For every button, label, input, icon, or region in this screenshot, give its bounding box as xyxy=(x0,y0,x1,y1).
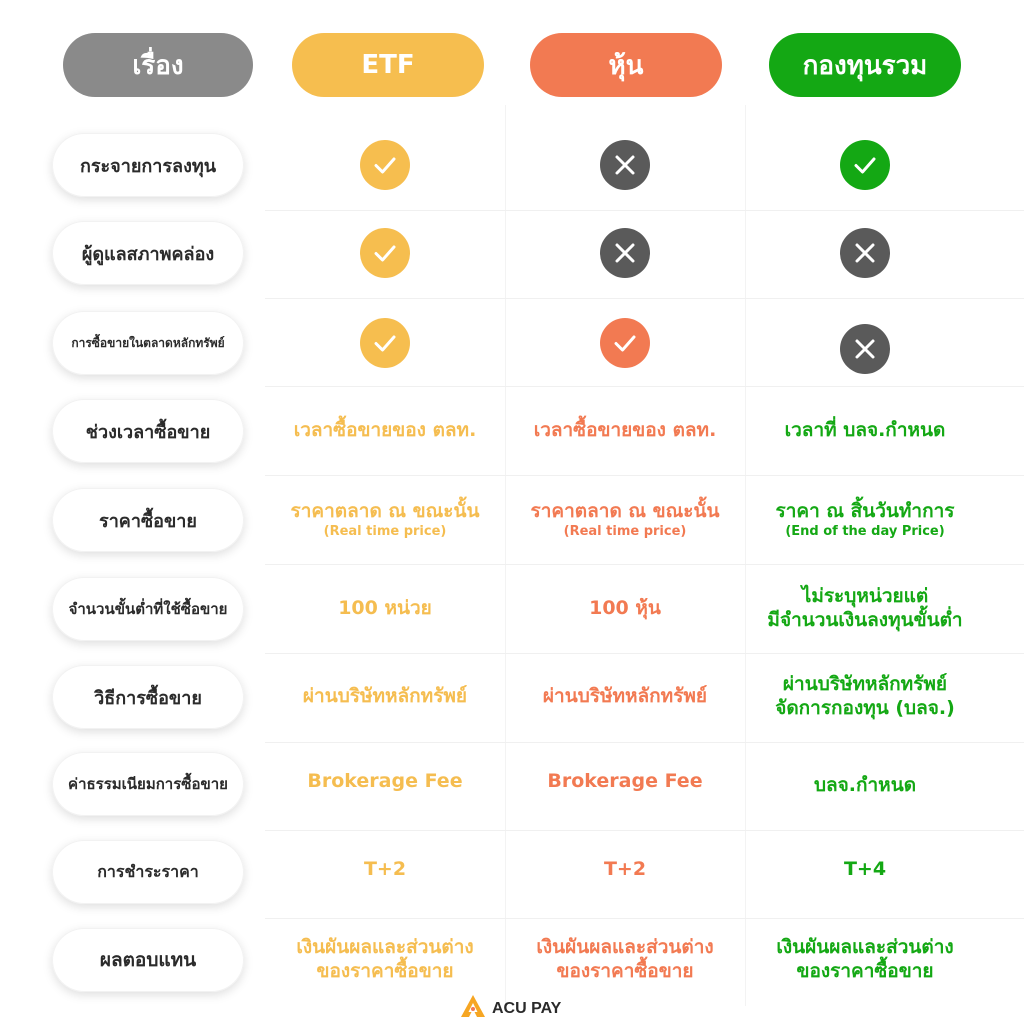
fund-exchange-cell xyxy=(745,317,985,381)
stock-returns-cell: เงินผันผลและส่วนต่าง ของราคาซื้อขาย xyxy=(505,928,745,992)
cross-icon xyxy=(840,228,890,278)
check-icon xyxy=(840,140,890,190)
header-topic: เรื่อง xyxy=(63,33,253,97)
cross-icon xyxy=(840,324,890,374)
row-label-trading-hours: ช่วงเวลาซื้อขาย xyxy=(52,399,244,463)
etf-method-text: ผ่านบริษัทหลักทรัพย์ xyxy=(302,685,468,708)
row-label-diversification: กระจายการลงทุน xyxy=(52,133,244,197)
stock-price-cell: ราคาตลาด ณ ขณะนั้น (Real time price) xyxy=(505,488,745,552)
stock-liquidity-cell xyxy=(505,221,745,285)
column-divider xyxy=(745,105,746,1006)
row-label-settlement: การชำระราคา xyxy=(52,840,244,904)
fund-settlement-text: T+4 xyxy=(843,858,887,881)
fund-diversification-cell xyxy=(745,133,985,197)
stock-method-text: ผ่านบริษัทหลักทรัพย์ xyxy=(542,685,708,708)
row-label-trading-price: ราคาซื้อขาย xyxy=(52,488,244,552)
row-label-returns: ผลตอบแทน xyxy=(52,928,244,992)
etf-price-text: ราคาตลาด ณ ขณะนั้น xyxy=(290,499,480,522)
fund-price-cell: ราคา ณ สิ้นวันทำการ (End of the day Pric… xyxy=(745,488,985,552)
row-divider xyxy=(265,918,1024,919)
etf-method-cell: ผ่านบริษัทหลักทรัพย์ xyxy=(265,665,505,729)
etf-minimum-text: 100 หน่วย xyxy=(338,597,432,620)
header-etf: ETF xyxy=(292,33,484,97)
row-divider xyxy=(265,564,1024,565)
fund-trading-hours-text: เวลาที่ บลจ.กำหนด xyxy=(784,419,946,442)
etf-minimum-cell: 100 หน่วย xyxy=(265,577,505,641)
fund-minimum-text-line2: มีจำนวนเงินลงทุนขั้นต่ำ xyxy=(767,609,963,631)
stock-fee-text: Brokerage Fee xyxy=(547,770,703,793)
row-divider xyxy=(265,742,1024,743)
header-stock: หุ้น xyxy=(530,33,722,97)
fund-trading-hours-cell: เวลาที่ บลจ.กำหนด xyxy=(745,399,985,463)
fund-returns-text-line2: ของราคาซื้อขาย xyxy=(796,960,934,982)
stock-settlement-cell: T+2 xyxy=(505,838,745,902)
stock-trading-hours-text: เวลาซื้อขายของ ตลท. xyxy=(533,419,717,442)
check-icon xyxy=(360,228,410,278)
row-divider xyxy=(265,386,1024,387)
stock-method-cell: ผ่านบริษัทหลักทรัพย์ xyxy=(505,665,745,729)
etf-returns-cell: เงินผันผลและส่วนต่าง ของราคาซื้อขาย xyxy=(265,928,505,992)
stock-trading-hours-cell: เวลาซื้อขายของ ตลท. xyxy=(505,399,745,463)
row-label-exchange-trading: การซื้อขายในตลาดหลักทรัพย์ xyxy=(52,311,244,375)
fund-method-text-line1: ผ่านบริษัทหลักทรัพย์ xyxy=(782,673,948,696)
stock-price-subtext: (Real time price) xyxy=(563,524,687,540)
fund-returns-text-line1: เงินผันผลและส่วนต่าง xyxy=(776,936,954,959)
row-divider xyxy=(265,830,1024,831)
stock-minimum-text: 100 หุ้น xyxy=(589,597,661,620)
stock-returns-text-line2: ของราคาซื้อขาย xyxy=(556,960,694,982)
etf-trading-hours-cell: เวลาซื้อขายของ ตลท. xyxy=(265,399,505,463)
fund-price-text: ราคา ณ สิ้นวันทำการ xyxy=(775,499,955,522)
check-icon xyxy=(360,318,410,368)
fund-method-cell: ผ่านบริษัทหลักทรัพย์ จัดการกองทุน (บลจ.) xyxy=(745,665,985,729)
etf-price-subtext: (Real time price) xyxy=(323,524,447,540)
check-icon xyxy=(360,140,410,190)
fund-fee-cell: บลจ.กำหนด xyxy=(745,754,985,818)
stock-minimum-cell: 100 หุ้น xyxy=(505,577,745,641)
fund-minimum-text-line1: ไม่ระบุหน่วยแต่ xyxy=(801,585,929,608)
etf-trading-hours-text: เวลาซื้อขายของ ตลท. xyxy=(293,419,477,442)
row-divider xyxy=(265,653,1024,654)
row-divider xyxy=(265,298,1024,299)
fund-method-text-line2: จัดการกองทุน (บลจ.) xyxy=(775,697,955,719)
acu-pay-logo-icon xyxy=(460,994,486,1023)
etf-returns-text-line2: ของราคาซื้อขาย xyxy=(316,960,454,982)
etf-price-cell: ราคาตลาด ณ ขณะนั้น (Real time price) xyxy=(265,488,505,552)
brand-name: ACU PAY xyxy=(492,999,562,1017)
row-label-trading-fee: ค่าธรรมเนียมการซื้อขาย xyxy=(52,752,244,816)
row-label-liquidity-provider: ผู้ดูแลสภาพคล่อง xyxy=(52,221,244,285)
etf-liquidity-cell xyxy=(265,221,505,285)
row-label-trading-method: วิธีการซื้อขาย xyxy=(52,665,244,729)
etf-fee-text: Brokerage Fee xyxy=(307,770,463,793)
cross-icon xyxy=(600,140,650,190)
stock-settlement-text: T+2 xyxy=(603,858,647,881)
stock-returns-text-line1: เงินผันผลและส่วนต่าง xyxy=(536,936,714,959)
fund-liquidity-cell xyxy=(745,221,985,285)
row-label-minimum-amount: จำนวนขั้นต่ำที่ใช้ซื้อขาย xyxy=(52,577,244,641)
fund-price-subtext: (End of the day Price) xyxy=(785,524,945,540)
fund-settlement-cell: T+4 xyxy=(745,838,985,902)
etf-settlement-cell: T+2 xyxy=(265,838,505,902)
etf-returns-text-line1: เงินผันผลและส่วนต่าง xyxy=(296,936,474,959)
row-divider xyxy=(265,475,1024,476)
fund-minimum-cell: ไม่ระบุหน่วยแต่ มีจำนวนเงินลงทุนขั้นต่ำ xyxy=(745,577,985,641)
fund-fee-text: บลจ.กำหนด xyxy=(813,774,917,797)
etf-fee-cell: Brokerage Fee xyxy=(265,750,505,814)
stock-fee-cell: Brokerage Fee xyxy=(505,750,745,814)
column-divider xyxy=(505,105,506,1006)
header-fund: กองทุนรวม xyxy=(769,33,961,97)
brand-footer: ACU PAY xyxy=(460,994,561,1023)
stock-price-text: ราคาตลาด ณ ขณะนั้น xyxy=(530,499,720,522)
stock-diversification-cell xyxy=(505,133,745,197)
stock-exchange-cell xyxy=(505,311,745,375)
etf-settlement-text: T+2 xyxy=(363,858,407,881)
etf-exchange-cell xyxy=(265,311,505,375)
check-icon xyxy=(600,318,650,368)
cross-icon xyxy=(600,228,650,278)
row-divider xyxy=(265,210,1024,211)
etf-diversification-cell xyxy=(265,133,505,197)
fund-returns-cell: เงินผันผลและส่วนต่าง ของราคาซื้อขาย xyxy=(745,928,985,992)
